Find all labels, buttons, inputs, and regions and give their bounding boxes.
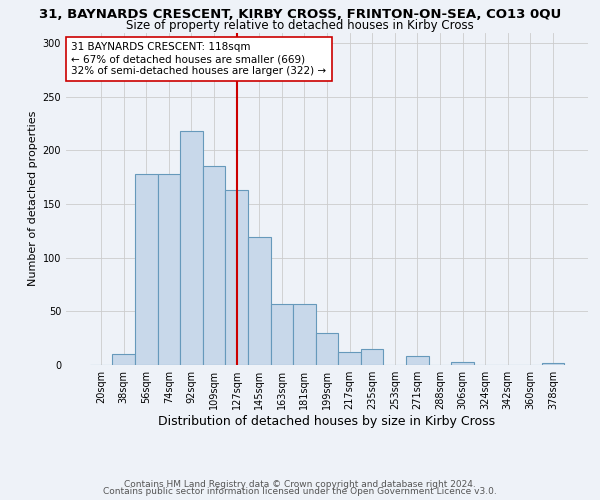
Bar: [226, 190, 248, 365]
Bar: [338, 352, 361, 365]
Bar: [203, 166, 226, 365]
Bar: [542, 363, 564, 365]
Bar: [361, 349, 383, 365]
Text: Contains HM Land Registry data © Crown copyright and database right 2024.: Contains HM Land Registry data © Crown c…: [124, 480, 476, 489]
Text: 31 BAYNARDS CRESCENT: 118sqm
← 67% of detached houses are smaller (669)
32% of s: 31 BAYNARDS CRESCENT: 118sqm ← 67% of de…: [71, 42, 326, 76]
Bar: [180, 131, 203, 365]
Bar: [112, 354, 135, 365]
Bar: [293, 304, 316, 365]
X-axis label: Distribution of detached houses by size in Kirby Cross: Distribution of detached houses by size …: [158, 415, 496, 428]
Bar: [451, 362, 474, 365]
Text: 31, BAYNARDS CRESCENT, KIRBY CROSS, FRINTON-ON-SEA, CO13 0QU: 31, BAYNARDS CRESCENT, KIRBY CROSS, FRIN…: [39, 8, 561, 20]
Text: Contains public sector information licensed under the Open Government Licence v3: Contains public sector information licen…: [103, 488, 497, 496]
Bar: [316, 333, 338, 365]
Bar: [135, 174, 158, 365]
Bar: [406, 356, 428, 365]
Bar: [158, 174, 180, 365]
Bar: [248, 238, 271, 365]
Y-axis label: Number of detached properties: Number of detached properties: [28, 111, 38, 286]
Text: Size of property relative to detached houses in Kirby Cross: Size of property relative to detached ho…: [126, 18, 474, 32]
Bar: [271, 304, 293, 365]
